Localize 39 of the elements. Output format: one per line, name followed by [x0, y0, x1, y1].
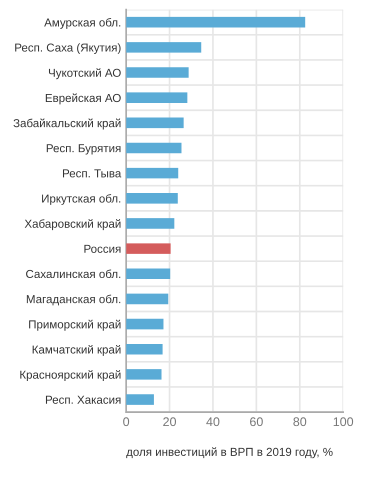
bar [126, 16, 306, 28]
y-tick-label: Магаданская обл. [26, 294, 120, 306]
x-tick-label: 40 [206, 417, 220, 426]
y-tick-label: Еврейская АО [46, 93, 121, 104]
bar [126, 268, 170, 280]
y-tick-label: Приморский край [29, 320, 120, 331]
bar [126, 344, 163, 355]
bar [126, 369, 162, 380]
bar [126, 67, 189, 78]
bar [126, 218, 174, 229]
bar [126, 243, 171, 254]
bar [126, 142, 182, 154]
y-tick-label: Респ. Тыва [62, 169, 122, 178]
x-tick-label: 20 [163, 417, 176, 426]
x-tick-label: 100 [334, 417, 354, 426]
bar [126, 294, 168, 304]
y-tick-label: Красноярский край [20, 370, 120, 382]
y-tick-label: Чукотский АО [48, 68, 121, 80]
bar [126, 394, 154, 405]
y-tick-label: Амурская обл. [44, 18, 120, 29]
y-tick-label: Камчатский край [32, 344, 120, 356]
y-tick-label: Россия [84, 244, 120, 253]
x-tick-label: 80 [293, 417, 306, 426]
bar [126, 193, 178, 204]
y-tick-label: Респ. Хакасия [46, 396, 120, 404]
bar [126, 92, 188, 103]
x-tick-label: 0 [123, 417, 130, 426]
y-tick-label: Сахалинская обл. [26, 269, 120, 278]
y-tick-label: Хабаровский край [24, 219, 120, 230]
bar [126, 318, 164, 330]
x-tick-label: 60 [250, 417, 263, 426]
x-axis-title: доля инвестиций в ВРП в 2019 году, % [126, 447, 333, 458]
y-tick-label: Иркутская обл. [42, 194, 120, 205]
bar [126, 118, 184, 128]
y-tick-label: Забайкальский край [13, 118, 120, 130]
bar [126, 168, 178, 178]
y-tick-label: Респ. Бурятия [46, 144, 120, 155]
y-tick-label: Респ. Саха (Якутия) [15, 43, 121, 54]
bar [126, 42, 202, 53]
